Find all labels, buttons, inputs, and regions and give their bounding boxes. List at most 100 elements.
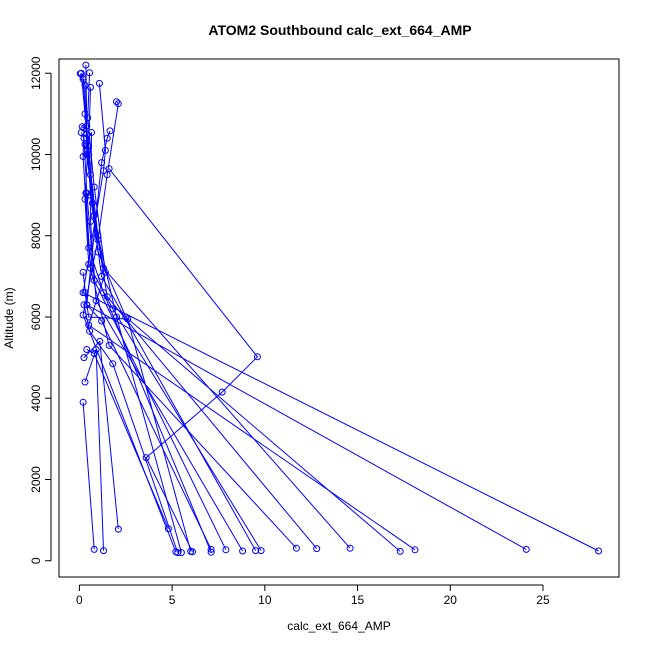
series-line (85, 65, 401, 552)
plot-frame (58, 58, 620, 578)
data-point (83, 346, 91, 353)
data-point (142, 454, 150, 462)
data-point (83, 151, 91, 158)
series-points (76, 61, 603, 557)
data-point (90, 545, 98, 553)
chart-title: ATOM2 Southbound calc_ext_664_AMP (208, 22, 471, 38)
data-point (95, 79, 103, 87)
data-point (92, 346, 100, 353)
series-line (83, 340, 119, 530)
data-point (79, 73, 87, 81)
series-line (83, 304, 179, 553)
data-point (313, 545, 321, 553)
y-tick-label: 6000 (29, 303, 43, 330)
data-point (114, 100, 122, 108)
data-point (87, 218, 94, 225)
data-point (103, 293, 111, 301)
data-point (88, 129, 95, 136)
data-point (292, 544, 300, 552)
y-tick-label: 0 (29, 557, 43, 564)
data-point (98, 272, 106, 280)
y-tick-label: 8000 (29, 222, 43, 249)
data-point (77, 129, 85, 136)
x-axis-label: calc_ext_664_AMP (287, 619, 390, 633)
data-point (81, 378, 89, 386)
series-line (108, 168, 259, 553)
data-point (92, 297, 100, 305)
data-point (113, 313, 120, 321)
data-point (595, 547, 603, 555)
data-point (164, 525, 172, 533)
data-point (81, 289, 89, 297)
series-line (82, 402, 95, 550)
data-point (86, 69, 94, 77)
data-point (253, 353, 261, 361)
data-point (90, 211, 98, 219)
data-point (94, 248, 102, 256)
data-point (105, 165, 113, 173)
data-point (106, 127, 114, 135)
data-point (80, 301, 88, 309)
data-point (84, 114, 92, 122)
data-point (174, 549, 182, 557)
data-point (239, 547, 247, 555)
data-point (103, 134, 111, 142)
data-point (86, 327, 94, 335)
series-line (84, 150, 262, 551)
data-point (94, 236, 102, 244)
data-point (87, 191, 94, 199)
data-point (396, 547, 404, 555)
y-tick-label: 12000 (29, 56, 43, 90)
y-tick-label: 10000 (29, 137, 43, 171)
data-point (218, 388, 226, 396)
data-point (522, 545, 530, 553)
data-point (187, 547, 195, 555)
data-point (100, 547, 107, 555)
data-point (79, 398, 87, 406)
data-point (98, 317, 106, 325)
x-tick-label: 15 (351, 593, 365, 607)
data-point (96, 337, 104, 345)
data-point (79, 75, 87, 83)
data-point (88, 199, 96, 207)
data-point (82, 61, 90, 69)
series-line (82, 83, 599, 552)
data-point (79, 289, 87, 297)
data-point (94, 232, 102, 240)
data-point (101, 268, 109, 276)
x-tick-label: 5 (169, 593, 176, 607)
data-point (105, 341, 113, 349)
data-point (87, 264, 94, 272)
data-point (109, 305, 117, 313)
data-point (85, 142, 93, 150)
series-line (79, 73, 257, 551)
data-point (90, 350, 98, 357)
data-point (79, 268, 87, 276)
data-point (84, 146, 92, 154)
data-point (90, 183, 98, 191)
y-tick-label: 2000 (29, 466, 43, 493)
x-axis: 0 5 10 15 20 25 (76, 584, 550, 607)
x-tick-label: 20 (444, 593, 458, 607)
data-point (83, 301, 91, 309)
data-point (124, 315, 132, 323)
x-tick-label: 10 (258, 593, 272, 607)
series-line (80, 132, 227, 551)
data-point (101, 146, 109, 154)
series-line (82, 101, 177, 552)
series-line (88, 87, 351, 549)
y-axis: 0 2000 4000 6000 8000 10000 12000 (29, 56, 52, 564)
data-point (346, 544, 354, 552)
data-point (411, 546, 419, 554)
y-tick-label: 4000 (29, 385, 43, 412)
y-axis-label: Altitude (m) (2, 287, 16, 348)
series-line (85, 193, 297, 549)
data-point (79, 153, 87, 160)
data-point (90, 276, 98, 284)
data-point (80, 354, 88, 362)
data-point (82, 189, 90, 197)
series-line (87, 72, 416, 551)
data-point (85, 244, 93, 252)
data-point (122, 313, 130, 321)
